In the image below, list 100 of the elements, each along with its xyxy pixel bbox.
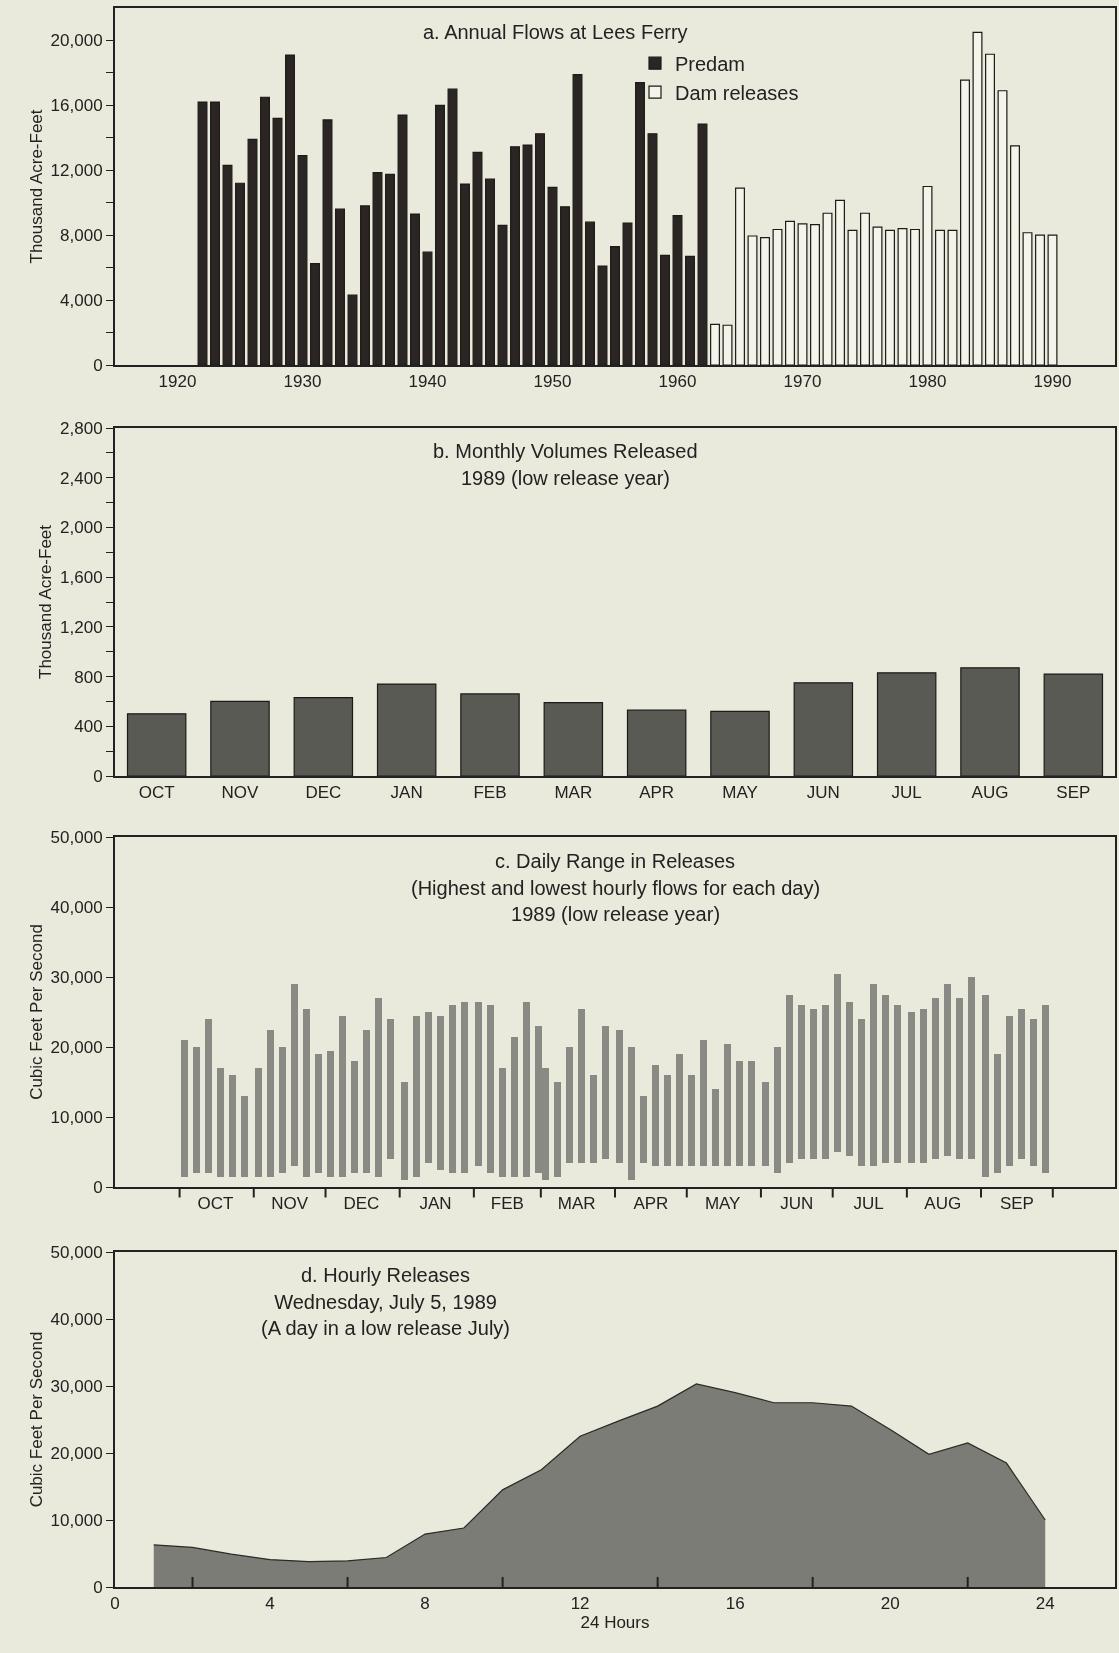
bar [460, 1001, 468, 1173]
bar [487, 1005, 495, 1173]
x-tick-label: JUL [891, 783, 922, 803]
bar [554, 1082, 562, 1177]
bar [278, 1047, 287, 1173]
x-tick-label: SEP [1056, 783, 1091, 803]
y-tick-label: 0 [93, 1577, 103, 1597]
y-tick-label: 40,000 [50, 1309, 103, 1329]
x-tick-label: AUG [971, 783, 1009, 803]
legend-label: Predam [675, 53, 746, 75]
x-tick-label: FEB [473, 783, 507, 803]
y-tick-label: 16,000 [50, 96, 103, 116]
bar [338, 1015, 346, 1177]
x-tick-label: 1940 [408, 372, 447, 392]
bar [412, 1015, 421, 1177]
bar [228, 1075, 236, 1177]
bar [982, 994, 990, 1177]
bar [845, 1001, 854, 1156]
y-tick-label: 10,000 [50, 1510, 103, 1530]
y-tick-label: 0 [93, 1177, 103, 1197]
bar [881, 994, 889, 1163]
x-tick-label: OCT [138, 783, 175, 803]
bar [920, 1008, 928, 1163]
bar [908, 1012, 916, 1163]
y-tick-label: 30,000 [50, 967, 103, 987]
x-tick-label: FEB [490, 1194, 524, 1214]
y-tick-label: 0 [93, 766, 103, 786]
y-tick-label: 2,000 [60, 518, 103, 538]
bar [374, 998, 382, 1177]
y-tick-label: 20,000 [50, 31, 103, 51]
text: (Highest and lowest hourly flows for each day) 1989 (low release year) [411, 877, 821, 925]
bar [326, 1050, 334, 1177]
text: c. Daily Range in Releases [495, 850, 736, 872]
bar [180, 1040, 188, 1177]
bar [498, 1068, 507, 1177]
legend-label: Dam releases [675, 82, 799, 104]
bar [510, 1036, 519, 1177]
bar [687, 1075, 696, 1166]
y-tick-label: 400 [74, 717, 103, 737]
bar [254, 1068, 263, 1177]
text: a. Annual Flows at Lees Ferry [423, 21, 688, 43]
bar [967, 977, 976, 1159]
x-tick-label: 12 [570, 1594, 590, 1614]
x-tick-label: JUN [780, 1194, 814, 1214]
bar [589, 1075, 598, 1163]
x-tick-label: JAN [390, 783, 423, 803]
x-tick-label: AUG [924, 1194, 962, 1214]
bar [747, 1061, 755, 1166]
bar [302, 1008, 310, 1177]
x-tick-label: 1950 [533, 372, 572, 392]
y-tick-label: 0 [93, 355, 103, 375]
bar [192, 1047, 200, 1173]
x-tick-label: MAY [722, 783, 758, 803]
bar [577, 1008, 586, 1163]
bar [475, 1001, 483, 1166]
text: Wednesday, July 5, 1989 (A day in a low release July) [261, 1291, 511, 1339]
bar [266, 1029, 275, 1177]
x-tick-label: 16 [725, 1594, 745, 1614]
x-tick-label: DEC [305, 783, 342, 803]
bar [640, 1096, 648, 1163]
bar [616, 1029, 624, 1163]
bar [216, 1068, 224, 1177]
bar [798, 1005, 806, 1159]
y-axis-title: Cubic Feet Per Second [26, 1331, 46, 1508]
bar [955, 998, 964, 1159]
y-tick-label: 1,600 [60, 568, 103, 588]
bar [869, 984, 877, 1166]
y-axis-title: Thousand Acre-Feet [36, 524, 56, 680]
bar [565, 1047, 574, 1163]
text: b. Monthly Volumes Released [433, 440, 698, 462]
x-tick-label: NOV [221, 783, 260, 803]
text: 1989 (low release year) [461, 467, 670, 489]
x-tick-label: 1920 [158, 372, 197, 392]
bar [857, 1019, 865, 1166]
y-tick-label: 50,000 [50, 1242, 103, 1262]
x-tick-label: APR [633, 1194, 669, 1214]
x-tick-label: OCT [197, 1194, 234, 1214]
x-tick-label: 1960 [658, 372, 697, 392]
bar [424, 1012, 432, 1163]
bar [833, 973, 842, 1152]
x-tick-label: JAN [419, 1194, 452, 1214]
y-tick-label: 1,200 [60, 617, 103, 637]
bar [943, 984, 952, 1156]
x-tick-label: 8 [420, 1594, 430, 1614]
x-tick-label: MAY [704, 1194, 741, 1214]
bar [723, 1043, 732, 1166]
bar [204, 1019, 212, 1173]
y-tick-label: 12,000 [50, 161, 103, 181]
bar [676, 1054, 684, 1166]
x-tick-label: 24 [1035, 1594, 1055, 1614]
bar [664, 1075, 672, 1166]
y-tick-label: 4,000 [60, 291, 103, 311]
bar [699, 1040, 708, 1166]
bar [774, 1047, 782, 1173]
x-tick-label: 0 [110, 1594, 120, 1614]
x-tick-label: 1970 [783, 372, 822, 392]
bar [400, 1082, 409, 1180]
text: d. Hourly Releases [301, 1264, 470, 1286]
bar [821, 1005, 830, 1159]
bar [762, 1082, 770, 1166]
